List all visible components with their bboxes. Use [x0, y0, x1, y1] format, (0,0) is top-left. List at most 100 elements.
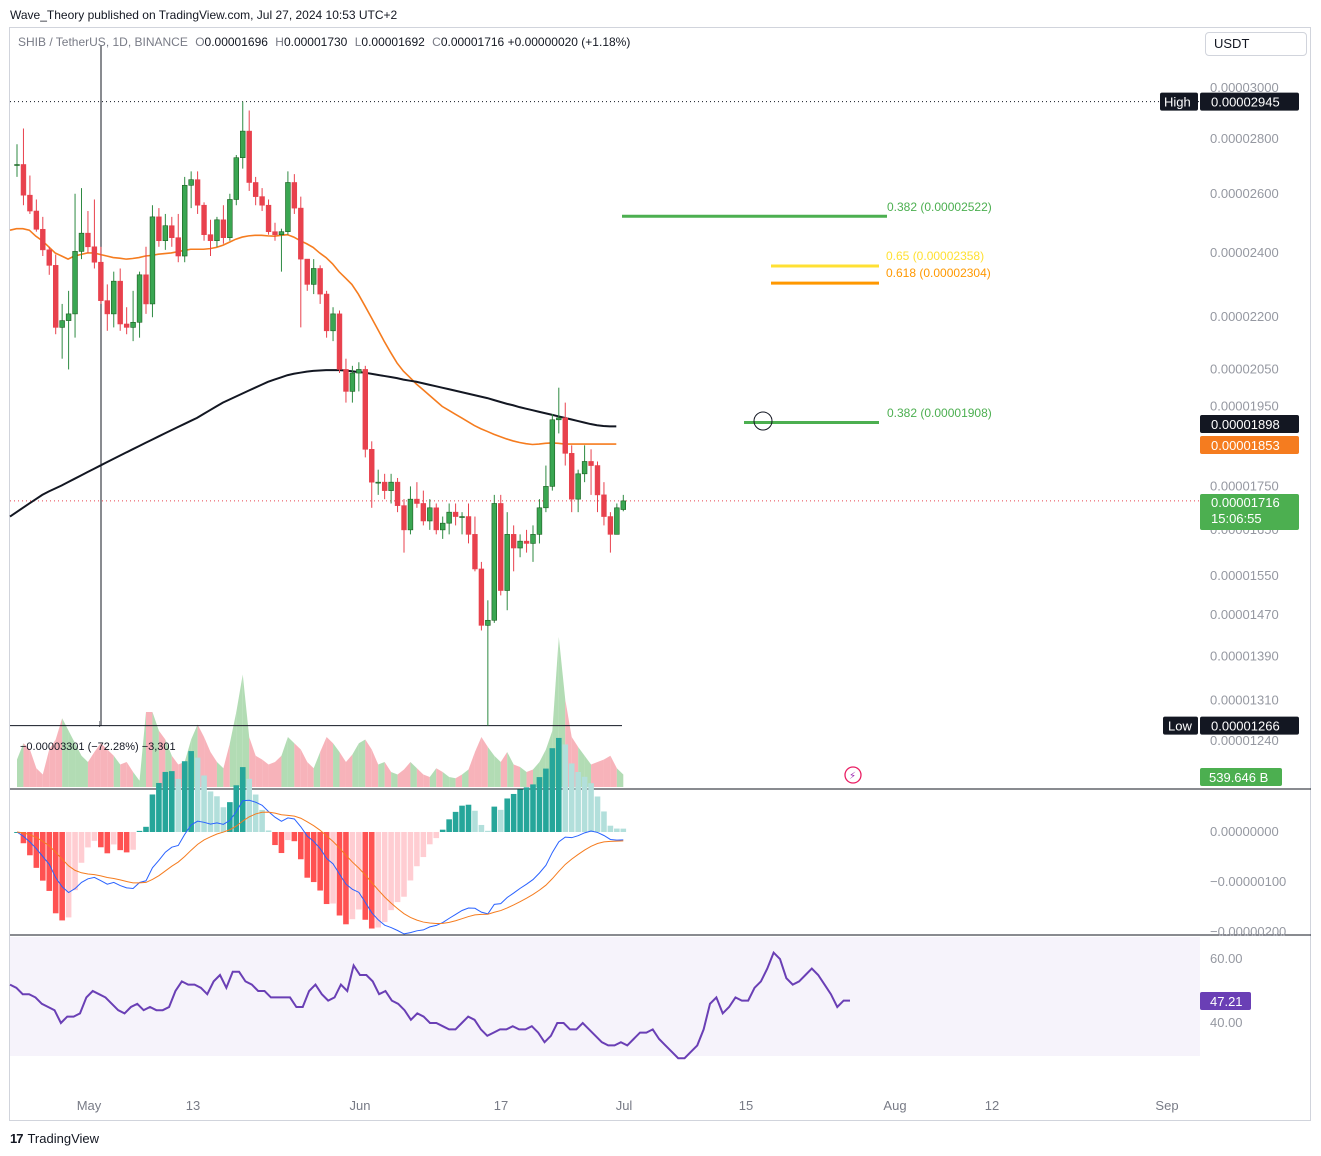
candle-body[interactable]	[517, 540, 523, 549]
candle-body[interactable]	[317, 268, 323, 295]
candle-body[interactable]	[491, 503, 497, 621]
candle-body[interactable]	[556, 417, 562, 421]
candle-body[interactable]	[407, 498, 414, 531]
candle-body[interactable]	[188, 179, 194, 186]
candle-body[interactable]	[240, 130, 246, 159]
candle-body[interactable]	[356, 369, 362, 374]
lightning-icon[interactable]	[844, 766, 862, 784]
candle-body[interactable]	[162, 225, 169, 242]
candle-body[interactable]	[568, 453, 575, 500]
candle-body[interactable]	[123, 323, 130, 328]
candle-body[interactable]	[259, 196, 265, 206]
candle-body[interactable]	[285, 182, 291, 232]
candle-body[interactable]	[343, 369, 349, 392]
candle-body[interactable]	[169, 225, 175, 238]
candle-body[interactable]	[369, 449, 375, 483]
candle-body[interactable]	[233, 157, 239, 200]
candle-body[interactable]	[581, 461, 588, 475]
candle-body[interactable]	[452, 511, 459, 517]
currency-button[interactable]: USDT	[1205, 32, 1307, 56]
candle-body[interactable]	[310, 268, 317, 285]
candle-body[interactable]	[220, 219, 227, 238]
candle-body[interactable]	[614, 507, 620, 535]
candle-body[interactable]	[510, 534, 517, 549]
candle-body[interactable]	[111, 280, 117, 315]
candle-body[interactable]	[20, 164, 27, 196]
candle-body[interactable]	[214, 219, 220, 242]
candle-body[interactable]	[472, 534, 478, 570]
tradingview-logo[interactable]: 17 TradingView	[10, 1131, 99, 1146]
candle-body[interactable]	[59, 320, 65, 328]
candle-body[interactable]	[130, 321, 136, 328]
candle-body[interactable]	[465, 516, 472, 535]
candle-body[interactable]	[78, 232, 85, 252]
candle-body[interactable]	[40, 228, 46, 251]
candle-body[interactable]	[304, 258, 310, 285]
candle-body[interactable]	[182, 184, 188, 257]
candle-body[interactable]	[381, 481, 388, 491]
candle-body[interactable]	[594, 465, 601, 496]
candle-body[interactable]	[14, 164, 20, 166]
candle-body[interactable]	[362, 369, 368, 450]
candle-body[interactable]	[330, 313, 336, 332]
candle-body[interactable]	[562, 417, 568, 454]
candle-body[interactable]	[427, 507, 433, 522]
candle-body[interactable]	[52, 265, 59, 328]
candle-body[interactable]	[549, 419, 556, 487]
candle-body[interactable]	[104, 300, 111, 315]
candle-body[interactable]	[536, 507, 543, 535]
candle-body[interactable]	[620, 500, 627, 510]
candle-body[interactable]	[27, 194, 33, 212]
candle-body[interactable]	[156, 216, 162, 242]
candle-body[interactable]	[117, 280, 123, 325]
candle-body[interactable]	[298, 207, 304, 260]
candle-body[interactable]	[349, 372, 356, 392]
candle-body[interactable]	[375, 481, 381, 484]
candle-body[interactable]	[478, 568, 485, 626]
candle-body[interactable]	[265, 204, 272, 232]
candle-body[interactable]	[433, 507, 439, 531]
candle-body[interactable]	[588, 461, 594, 466]
candle-body[interactable]	[498, 503, 504, 591]
candle-body[interactable]	[439, 522, 446, 531]
candle-body[interactable]	[607, 516, 614, 535]
candle-body[interactable]	[98, 261, 104, 301]
candle-body[interactable]	[543, 486, 549, 509]
candle-body[interactable]	[143, 274, 149, 305]
candle-body[interactable]	[272, 231, 278, 235]
candle-body[interactable]	[136, 274, 143, 323]
candle-body[interactable]	[485, 619, 491, 626]
candle-body[interactable]	[459, 516, 465, 518]
candle-body[interactable]	[401, 505, 407, 531]
candle-body[interactable]	[504, 534, 510, 591]
candle-body[interactable]	[278, 231, 285, 235]
candle-body[interactable]	[227, 199, 233, 238]
symbol-label[interactable]: SHIB / TetherUS, 1D, BINANCE	[18, 35, 188, 49]
candle-body[interactable]	[575, 473, 581, 500]
candle-body[interactable]	[523, 540, 530, 544]
candle-body[interactable]	[246, 130, 252, 183]
candle-body[interactable]	[414, 498, 420, 504]
candle-body[interactable]	[446, 511, 452, 524]
candle-body[interactable]	[33, 210, 40, 230]
candle-body[interactable]	[291, 182, 298, 209]
candle-body[interactable]	[85, 232, 91, 248]
candle-body[interactable]	[201, 204, 207, 235]
candle-body[interactable]	[46, 249, 52, 266]
candle-body[interactable]	[72, 251, 78, 315]
candle-body[interactable]	[194, 179, 201, 206]
candle-body[interactable]	[91, 246, 98, 263]
candle-body[interactable]	[175, 237, 181, 257]
candle-body[interactable]	[323, 293, 330, 332]
candle-body[interactable]	[601, 494, 607, 517]
candle-body[interactable]	[65, 313, 72, 321]
candle-body[interactable]	[420, 503, 427, 522]
candle-body[interactable]	[336, 313, 343, 370]
candle-body[interactable]	[530, 534, 536, 544]
candle-body[interactable]	[207, 234, 214, 242]
candle-body[interactable]	[252, 182, 259, 197]
candle-body[interactable]	[394, 481, 401, 506]
candle-body[interactable]	[388, 481, 394, 491]
candle-body[interactable]	[149, 216, 156, 305]
